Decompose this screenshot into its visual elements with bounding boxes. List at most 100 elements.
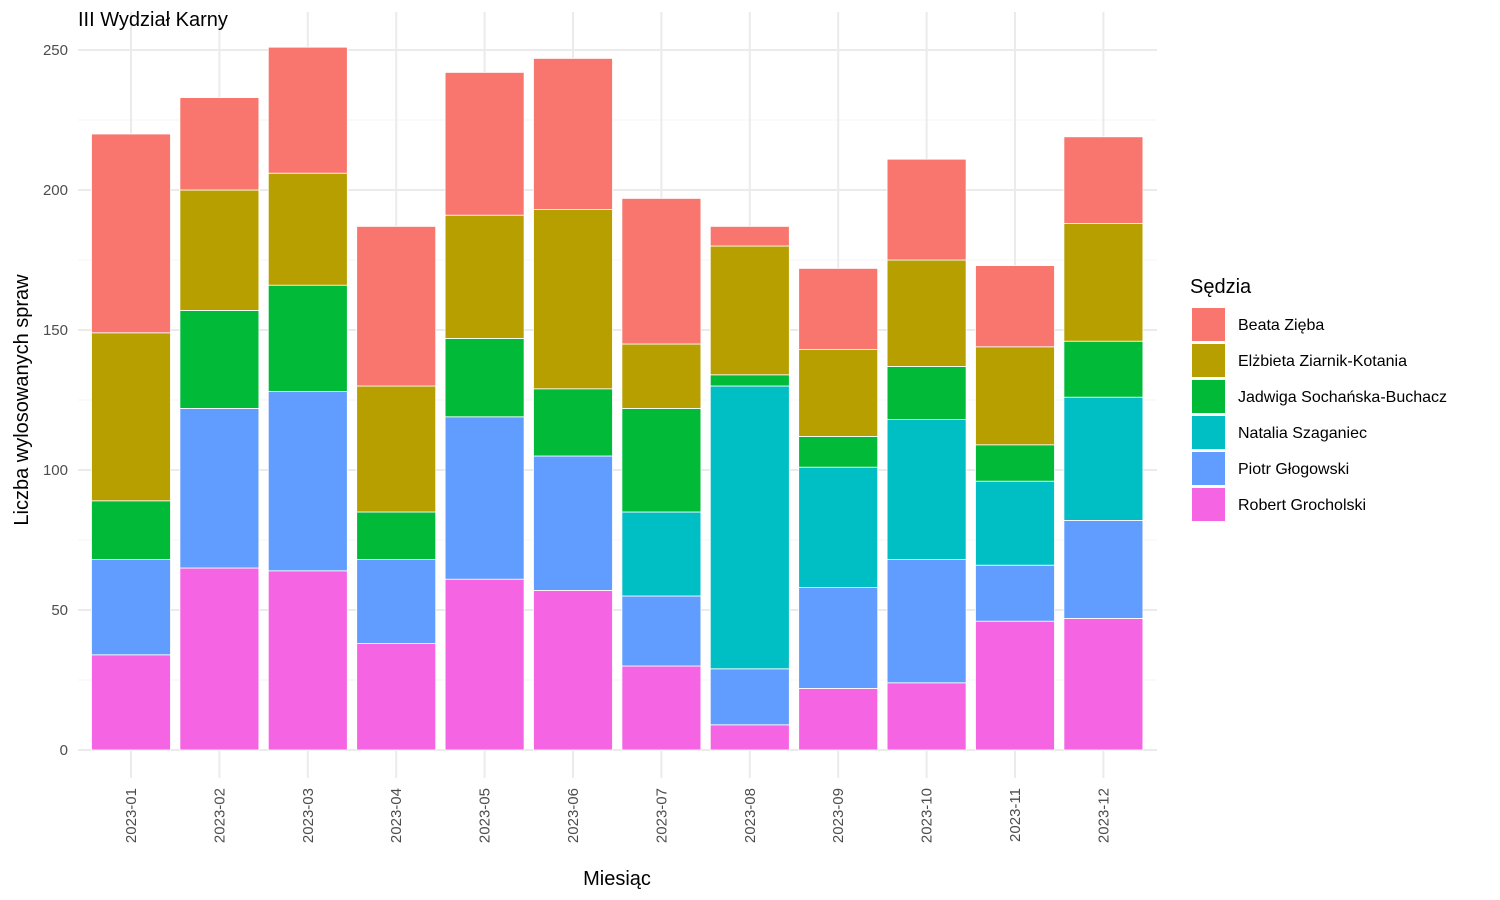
legend-label: Beata Zięba xyxy=(1238,317,1324,334)
y-tick-label: 250 xyxy=(43,42,68,59)
x-axis-title: Miesiąc xyxy=(583,868,651,890)
y-tick-label: 200 xyxy=(43,182,68,199)
bar-segment xyxy=(533,388,613,457)
bar-segment xyxy=(444,337,525,418)
bar-segment xyxy=(91,133,171,334)
bar-segment xyxy=(444,214,525,339)
bar-segment xyxy=(444,72,525,216)
x-tick-label: 2023-10 xyxy=(919,788,936,843)
legend-key xyxy=(1192,308,1225,341)
bar-segment xyxy=(356,511,437,560)
x-tick-label: 2023-06 xyxy=(565,788,582,843)
bar-segment xyxy=(1063,340,1144,398)
bar-segment xyxy=(179,567,260,751)
legend-key xyxy=(1192,380,1225,413)
legend-label: Jadwiga Sochańska-Buchacz xyxy=(1238,389,1447,406)
bar-segment xyxy=(533,590,613,751)
bar-segment xyxy=(356,385,437,513)
bar-segment xyxy=(267,391,348,572)
x-tick-label: 2023-04 xyxy=(388,788,405,843)
bar-segment xyxy=(1063,618,1144,751)
bar-segment xyxy=(179,189,260,311)
bar-segment xyxy=(621,343,702,409)
bar-segment xyxy=(709,385,790,670)
legend: Sędzia Beata Zięba Elżbieta Ziarnik-Kotan… xyxy=(1190,276,1447,521)
x-tick-label: 2023-05 xyxy=(477,788,494,843)
legend-label: Piotr Głogowski xyxy=(1238,461,1349,478)
x-tick-label: 2023-01 xyxy=(123,788,140,843)
bar-segment xyxy=(1063,520,1144,619)
bar-segment xyxy=(356,559,437,644)
bar-segment xyxy=(267,570,348,751)
y-axis-title: Liczba wylosowanych spraw xyxy=(11,274,33,526)
bar-segment xyxy=(798,587,879,689)
bar-segment xyxy=(709,668,790,726)
x-tick-label: 2023-11 xyxy=(1007,788,1024,842)
legend-label: Natalia Szaganiec xyxy=(1238,425,1367,442)
legend-key xyxy=(1192,416,1225,449)
bar-segment xyxy=(798,688,879,751)
x-tick-label: 2023-12 xyxy=(1095,788,1112,843)
bar-segment xyxy=(621,197,702,345)
chart-title: III Wydział Karny xyxy=(78,9,228,31)
bar-segment xyxy=(886,365,967,420)
y-tick-label: 150 xyxy=(43,322,68,339)
y-axis-ticks: 0 50 100 150 200 250 xyxy=(43,42,68,759)
x-tick-label: 2023-02 xyxy=(211,788,228,843)
bar-segment xyxy=(267,172,348,286)
bar-segment xyxy=(179,309,260,409)
legend-title: Sędzia xyxy=(1190,276,1252,298)
x-tick-label: 2023-07 xyxy=(653,788,670,843)
bar-segment xyxy=(709,374,790,387)
legend-label: Elżbieta Ziarnik-Kotania xyxy=(1238,353,1407,370)
bar-segment xyxy=(356,225,437,387)
bar-segment xyxy=(444,578,525,751)
x-axis-ticks: 2023-01 2023-02 2023-03 2023-04 2023-05 2023-… xyxy=(123,788,1112,843)
bar-segment xyxy=(798,349,879,437)
bar-segment xyxy=(886,259,967,367)
bar-segment xyxy=(975,444,1055,482)
bars xyxy=(91,46,1144,751)
bar-segment xyxy=(533,209,613,390)
legend-key xyxy=(1192,488,1225,521)
bar-segment xyxy=(975,564,1055,622)
bar-segment xyxy=(1063,136,1144,225)
bar-segment xyxy=(621,407,702,513)
y-tick-label: 0 xyxy=(60,742,68,759)
y-tick-label: 50 xyxy=(51,602,68,619)
legend-key xyxy=(1192,452,1225,485)
bar-segment xyxy=(886,158,967,261)
bar-segment xyxy=(1063,223,1144,342)
legend-label: Robert Grocholski xyxy=(1238,497,1366,514)
bar-segment xyxy=(886,559,967,684)
legend-key xyxy=(1192,344,1225,377)
bar-segment xyxy=(267,284,348,393)
bar-segment xyxy=(1063,396,1144,521)
bar-segment xyxy=(91,654,171,751)
bar-segment xyxy=(886,682,967,751)
bar-segment xyxy=(621,665,702,751)
bar-segment xyxy=(533,58,613,210)
bar-segment xyxy=(709,225,790,247)
bar-segment xyxy=(975,346,1055,446)
bar-segment xyxy=(886,419,967,561)
y-tick-label: 100 xyxy=(43,462,68,479)
bar-segment xyxy=(621,595,702,667)
bar-segment xyxy=(709,724,790,751)
bar-segment xyxy=(798,267,879,350)
legend-items: Beata Zięba Elżbieta Ziarnik-Kotania Jadwi… xyxy=(1192,308,1447,521)
bar-segment xyxy=(91,559,171,656)
bar-segment xyxy=(709,245,790,376)
bar-segment xyxy=(975,620,1055,751)
bar-segment xyxy=(621,511,702,597)
bar-segment xyxy=(91,500,171,560)
x-tick-label: 2023-03 xyxy=(300,788,317,843)
bar-segment xyxy=(444,416,525,580)
x-tick-label: 2023-09 xyxy=(830,788,847,843)
bar-segment xyxy=(267,46,348,174)
bar-segment xyxy=(179,407,260,569)
bar-segment xyxy=(798,466,879,589)
bar-segment xyxy=(91,332,171,502)
bar-segment xyxy=(179,97,260,191)
